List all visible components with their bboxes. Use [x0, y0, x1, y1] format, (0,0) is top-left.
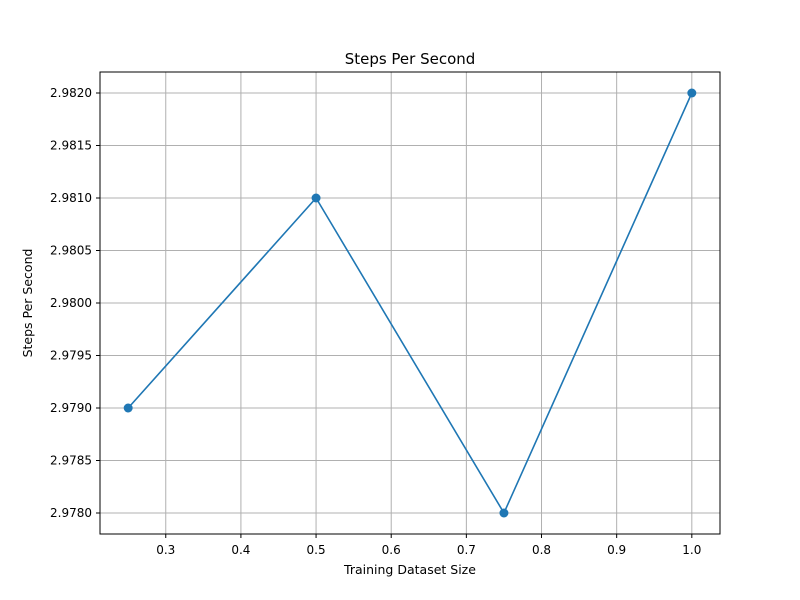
series-layer	[123, 88, 697, 518]
x-tick-label: 0.7	[457, 543, 476, 557]
y-axis-ticks: 2.9780 2.9785 2.9790 2.9795 2.9800 2.9805 2.98…	[50, 86, 100, 520]
y-tick-label: 2.9780	[50, 506, 92, 520]
y-tick-label: 2.9795	[50, 349, 92, 363]
data-point	[499, 508, 509, 518]
y-tick-label: 2.9805	[50, 244, 92, 258]
y-tick-label: 2.9820	[50, 86, 92, 100]
data-point	[311, 193, 321, 203]
x-tick-label: 0.8	[532, 543, 551, 557]
x-tick-label: 0.3	[156, 543, 175, 557]
x-tick-label: 0.4	[231, 543, 250, 557]
y-tick-label: 2.9810	[50, 191, 92, 205]
grid	[100, 72, 720, 534]
data-point	[123, 403, 133, 413]
y-tick-label: 2.9790	[50, 401, 92, 415]
x-tick-label: 1.0	[682, 543, 701, 557]
chart-title: Steps Per Second	[345, 50, 476, 68]
x-axis-ticks: 0.3 0.4 0.5 0.6 0.7 0.8 0.9 1.0	[156, 534, 701, 557]
x-tick-label: 0.5	[307, 543, 326, 557]
data-point	[687, 88, 697, 98]
x-axis-label: Training Dataset Size	[343, 562, 476, 577]
y-axis-label: Steps Per Second	[20, 249, 35, 358]
x-tick-label: 0.9	[607, 543, 626, 557]
series-line	[127, 92, 693, 514]
y-tick-label: 2.9785	[50, 454, 92, 468]
y-tick-label: 2.9800	[50, 296, 92, 310]
x-tick-label: 0.6	[382, 543, 401, 557]
y-tick-label: 2.9815	[50, 139, 92, 153]
